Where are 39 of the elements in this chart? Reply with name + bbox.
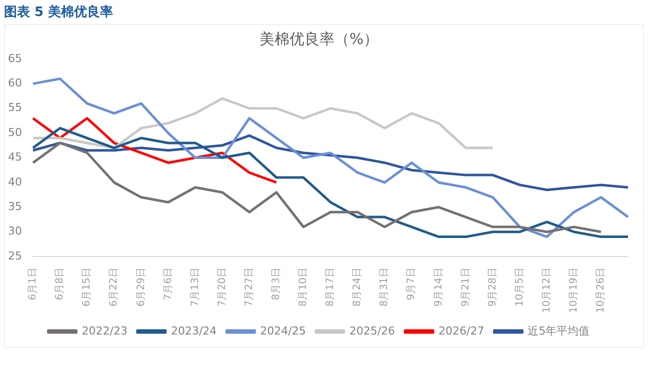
x-tick-label: 8月24日 bbox=[352, 268, 364, 307]
y-tick-label: 50 bbox=[8, 126, 22, 139]
x-tick-label: 9月7日 bbox=[406, 268, 418, 300]
x-tick-label: 7月6日 bbox=[162, 268, 174, 300]
x-tick-label: 9月21日 bbox=[460, 268, 472, 307]
chart-title: 美棉优良率（%） bbox=[259, 30, 379, 48]
x-tick-label: 10月26日 bbox=[596, 268, 607, 314]
x-tick-label: 6月22日 bbox=[108, 268, 120, 307]
y-tick-label: 45 bbox=[8, 150, 22, 164]
x-tick-label: 6月8日 bbox=[54, 268, 66, 300]
text: 图表 5 美棉优良率 bbox=[3, 4, 114, 22]
y-tick-label: 55 bbox=[8, 101, 22, 114]
x-tick-label: 6月1日 bbox=[28, 268, 39, 300]
legend-label: 2026/27 bbox=[438, 324, 484, 338]
x-tick-label: 10月12日 bbox=[541, 268, 552, 314]
y-tick-label: 35 bbox=[8, 200, 22, 214]
x-tick-label: 9月14日 bbox=[433, 268, 444, 307]
x-tick-label: 7月13日 bbox=[190, 268, 201, 307]
x-tick-label: 8月31日 bbox=[379, 268, 390, 307]
y-tick-label: 65 bbox=[8, 52, 22, 65]
legend-label: 2023/24 bbox=[170, 324, 217, 338]
x-tick-label: 8月3日 bbox=[271, 268, 282, 300]
legend-label: 2022/23 bbox=[82, 324, 128, 338]
y-tick-label: 30 bbox=[8, 224, 22, 238]
y-tick-label: 40 bbox=[8, 175, 22, 188]
x-tick-label: 7月27日 bbox=[244, 268, 255, 307]
x-tick-label: 7月20日 bbox=[216, 268, 228, 307]
y-tick-label: 25 bbox=[8, 249, 22, 262]
legend-label: 2025/26 bbox=[349, 324, 396, 338]
y-tick-label: 60 bbox=[8, 76, 22, 90]
x-tick-label: 6月15日 bbox=[82, 268, 93, 307]
x-tick-label: 8月10日 bbox=[298, 268, 310, 307]
x-tick-label: 8月17日 bbox=[325, 268, 336, 307]
x-tick-label: 10月5日 bbox=[514, 268, 526, 307]
x-tick-label: 6月29日 bbox=[136, 268, 147, 307]
x-tick-label: 10月19日 bbox=[568, 268, 580, 314]
legend-label: 近5年平均值 bbox=[528, 324, 590, 338]
legend-label: 2024/25 bbox=[260, 324, 306, 338]
x-tick-label: 9月28日 bbox=[487, 268, 498, 307]
